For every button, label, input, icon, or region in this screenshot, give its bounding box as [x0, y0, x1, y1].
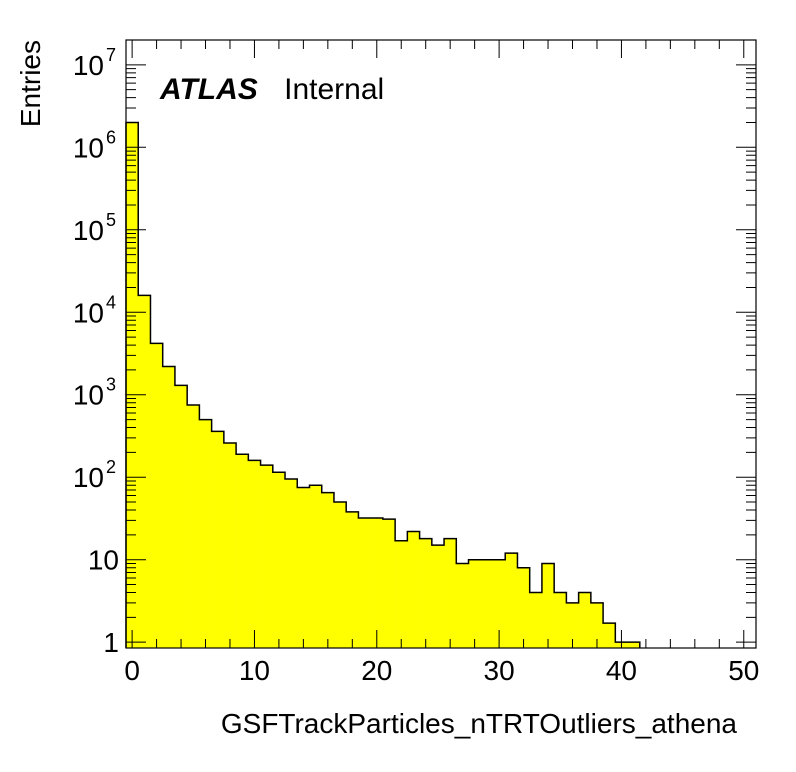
- histogram-bar: [297, 487, 310, 648]
- y-tick-exponent: 7: [106, 45, 116, 65]
- atlas-label: ATLAS Internal: [159, 73, 384, 106]
- histogram-bar: [480, 559, 494, 648]
- histogram-bars: [125, 121, 641, 649]
- atlas-label-internal: Internal: [284, 73, 384, 106]
- histogram-bar: [187, 405, 200, 648]
- histogram-bar: [358, 518, 371, 648]
- histogram-bar: [248, 460, 261, 648]
- histogram-bar: [590, 602, 604, 648]
- y-tick-exponent: 3: [106, 375, 116, 395]
- histogram-bar: [456, 563, 469, 648]
- histogram-bar: [321, 492, 335, 648]
- histogram-bar: [382, 519, 396, 648]
- histogram-bar: [150, 343, 163, 648]
- histogram-bar: [309, 485, 323, 648]
- y-axis-ticks: [126, 39, 756, 643]
- histogram-bar: [333, 502, 347, 648]
- histogram-bar: [285, 479, 298, 648]
- y-tick-exponent: 5: [106, 210, 116, 230]
- histogram-bar: [603, 623, 616, 648]
- histogram-bar: [395, 540, 408, 648]
- histogram-bar: [554, 592, 567, 648]
- y-tick-label: 10: [73, 380, 104, 411]
- y-tick-exponent: 2: [106, 457, 116, 477]
- histogram-bar: [468, 559, 482, 648]
- histogram-bar: [138, 295, 151, 648]
- atlas-label-bold: ATLAS: [159, 73, 258, 106]
- histogram-bar: [162, 366, 176, 648]
- y-tick-label: 1: [103, 627, 119, 658]
- y-tick-label: 10: [73, 132, 104, 163]
- y-axis-label: Entries: [15, 40, 46, 127]
- histogram-bar: [223, 443, 237, 648]
- x-tick-label: 20: [361, 655, 392, 686]
- histogram-bar: [272, 472, 286, 648]
- histogram-bar: [529, 592, 543, 648]
- histogram-bar: [211, 431, 225, 648]
- x-tick-label: 50: [728, 655, 759, 686]
- y-tick-exponent: 4: [106, 292, 116, 312]
- x-tick-marks: [131, 40, 745, 648]
- histogram-bar: [431, 545, 445, 648]
- histogram-outline: [125, 121, 641, 648]
- histogram-bar: [174, 385, 188, 648]
- y-tick-label: 10: [73, 50, 104, 81]
- histogram-bar: [370, 518, 384, 648]
- histogram-bar: [199, 419, 212, 648]
- y-tick-label: 10: [88, 545, 119, 576]
- y-tick-exponent: 6: [106, 127, 116, 147]
- histogram-bar: [517, 567, 530, 648]
- histogram-bar: [346, 511, 359, 648]
- y-tick-label: 10: [73, 462, 104, 493]
- x-tick-labels: 0 10 20 30 40 50: [124, 655, 759, 686]
- histogram-bar: [578, 592, 592, 648]
- histogram-bar: [541, 563, 555, 648]
- histogram-bar: [444, 538, 457, 648]
- x-tick-label: 30: [484, 655, 515, 686]
- histogram-bar: [566, 602, 579, 648]
- histogram-bar: [236, 454, 249, 648]
- histogram-bar: [505, 553, 518, 648]
- y-tick-marks: [126, 39, 756, 643]
- histogram-bar: [126, 122, 139, 649]
- plot-frame-border: [125, 39, 757, 649]
- histogram-bar: [419, 538, 433, 648]
- histogram-bar: [627, 642, 641, 648]
- x-tick-label: 10: [239, 655, 270, 686]
- x-tick-label: 0: [124, 655, 140, 686]
- x-axis-label: GSFTrackParticles_nTRTOutliers_athena: [221, 708, 738, 739]
- plot-frame: [125, 39, 757, 649]
- x-tick-label: 40: [606, 655, 637, 686]
- histogram-bar: [260, 465, 274, 648]
- y-tick-label: 10: [73, 297, 104, 328]
- y-tick-label: 10: [73, 215, 104, 246]
- histogram-bar: [407, 531, 420, 648]
- x-axis-ticks: [131, 40, 745, 648]
- histogram-bar: [492, 559, 506, 648]
